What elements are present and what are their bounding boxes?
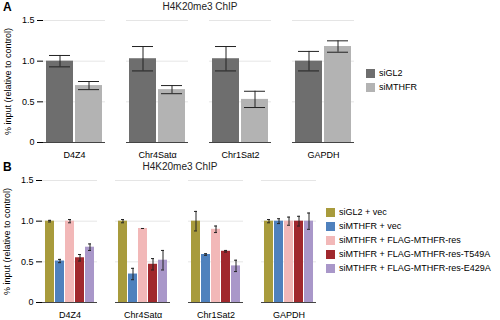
svg-text:Chr1Sat2: Chr1Sat2 (197, 310, 235, 320)
svg-text:% input (relative to control): % input (relative to control) (2, 188, 12, 295)
html-text:siGL2 + vec: siGL2 + vec (339, 207, 387, 217)
html-text:A: A (3, 0, 12, 14)
html-text:siMTHFR + FLAG-MTHFR-res: siMTHFR + FLAG-MTHFR-res (339, 235, 461, 245)
svg-text:Chr1Sat2: Chr1Sat2 (221, 150, 259, 160)
svg-text:1.5: 1.5 (22, 15, 35, 25)
html-text:siMTHFR + FLAG-MTHFR-res-T549A: siMTHFR + FLAG-MTHFR-res-T549A (339, 249, 491, 259)
svg-text:% input (relative to control): % input (relative to control) (3, 28, 13, 135)
html-text:siMTHFR: siMTHFR (379, 82, 417, 92)
svg-text:D4Z4: D4Z4 (63, 150, 85, 160)
html-text:siMTHFR + FLAG-MTHFR-res-E429A: siMTHFR + FLAG-MTHFR-res-E429A (339, 263, 491, 273)
html-text:H4K20me3 ChIP: H4K20me3 ChIP (162, 1, 238, 12)
html-text:B: B (3, 160, 12, 174)
svg-text:GAPDH: GAPDH (307, 150, 339, 160)
svg-text:Chr4Satα: Chr4Satα (124, 310, 162, 320)
html-text:siGL2: siGL2 (379, 68, 403, 78)
svg-text:1.5: 1.5 (21, 175, 34, 185)
svg-text:0: 0 (28, 297, 33, 307)
svg-text:GAPDH: GAPDH (273, 310, 305, 320)
svg-text:1.0: 1.0 (22, 56, 35, 66)
svg-text:0.5: 0.5 (21, 257, 34, 267)
svg-text:1.0: 1.0 (21, 216, 34, 226)
html-text:H4K20me3 ChIP: H4K20me3 ChIP (142, 161, 218, 172)
svg-text:0.5: 0.5 (22, 97, 35, 107)
svg-text:D4Z4: D4Z4 (59, 310, 81, 320)
svg-text:0: 0 (29, 137, 34, 147)
html-text:siMTHFR + vec: siMTHFR + vec (339, 221, 402, 231)
svg-text:Chr4Satα: Chr4Satα (138, 150, 176, 160)
